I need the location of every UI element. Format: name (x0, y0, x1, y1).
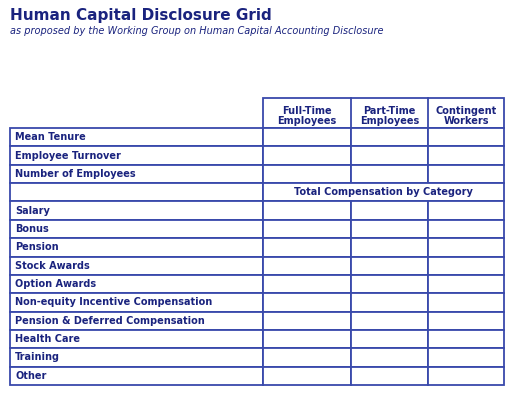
Bar (428, 312, 504, 330)
Text: Pension & Deferred Compensation: Pension & Deferred Compensation (15, 316, 205, 326)
Text: Part-Time: Part-Time (363, 106, 416, 116)
Bar (428, 293, 504, 312)
Bar (10, 128, 263, 146)
Bar (10, 293, 263, 312)
Bar (10, 348, 263, 367)
Bar (263, 293, 351, 312)
Bar (263, 275, 351, 293)
Bar (10, 312, 263, 330)
Bar (351, 312, 428, 330)
Text: Number of Employees: Number of Employees (15, 169, 136, 179)
Bar (263, 128, 351, 146)
Bar (428, 165, 504, 183)
Bar (351, 348, 428, 367)
Text: Training: Training (15, 353, 60, 362)
Bar (263, 312, 351, 330)
Bar (10, 165, 263, 183)
Text: Full-Time: Full-Time (282, 106, 332, 116)
Bar (10, 220, 263, 238)
Bar (263, 367, 351, 385)
Bar (263, 146, 351, 165)
Text: Contingent: Contingent (435, 106, 497, 116)
Bar (263, 256, 351, 275)
Bar (428, 201, 504, 220)
Text: Health Care: Health Care (15, 334, 80, 344)
Bar (428, 275, 504, 293)
Bar (263, 220, 351, 238)
Bar (263, 330, 351, 348)
Bar (351, 201, 428, 220)
Text: Human Capital Disclosure Grid: Human Capital Disclosure Grid (10, 8, 272, 23)
Text: Non-equity Incentive Compensation: Non-equity Incentive Compensation (15, 297, 212, 307)
Text: Other: Other (15, 371, 46, 381)
Bar (10, 330, 263, 348)
Bar (351, 165, 428, 183)
Text: Employees: Employees (360, 116, 419, 126)
Bar (351, 367, 428, 385)
Text: Total Compensation by Category: Total Compensation by Category (294, 187, 473, 197)
Bar (10, 201, 263, 220)
Bar (351, 128, 428, 146)
Bar (10, 146, 263, 165)
Bar (10, 238, 263, 256)
Bar (428, 220, 504, 238)
Text: Stock Awards: Stock Awards (15, 261, 90, 271)
Bar (351, 220, 428, 238)
Bar (10, 275, 263, 293)
Text: Pension: Pension (15, 242, 59, 252)
Text: Employee Turnover: Employee Turnover (15, 150, 121, 160)
Text: Salary: Salary (15, 206, 50, 216)
Bar (351, 330, 428, 348)
Bar (351, 146, 428, 165)
Bar (428, 146, 504, 165)
Bar (263, 165, 351, 183)
Bar (351, 293, 428, 312)
Bar (10, 183, 263, 201)
Bar (428, 330, 504, 348)
Bar (428, 367, 504, 385)
Text: Workers: Workers (443, 116, 489, 126)
Bar (428, 128, 504, 146)
Bar (263, 238, 351, 256)
Text: Bonus: Bonus (15, 224, 49, 234)
Bar (263, 183, 504, 201)
Bar (428, 238, 504, 256)
Bar (351, 275, 428, 293)
Bar (351, 256, 428, 275)
Bar (10, 256, 263, 275)
Text: Option Awards: Option Awards (15, 279, 96, 289)
Bar (263, 348, 351, 367)
Bar (428, 256, 504, 275)
Text: Employees: Employees (278, 116, 337, 126)
Bar (351, 238, 428, 256)
Bar (428, 348, 504, 367)
Text: as proposed by the Working Group on Human Capital Accounting Disclosure: as proposed by the Working Group on Huma… (10, 26, 383, 36)
Text: Mean Tenure: Mean Tenure (15, 132, 86, 142)
Bar (263, 201, 351, 220)
Bar (263, 98, 504, 128)
Bar (10, 367, 263, 385)
